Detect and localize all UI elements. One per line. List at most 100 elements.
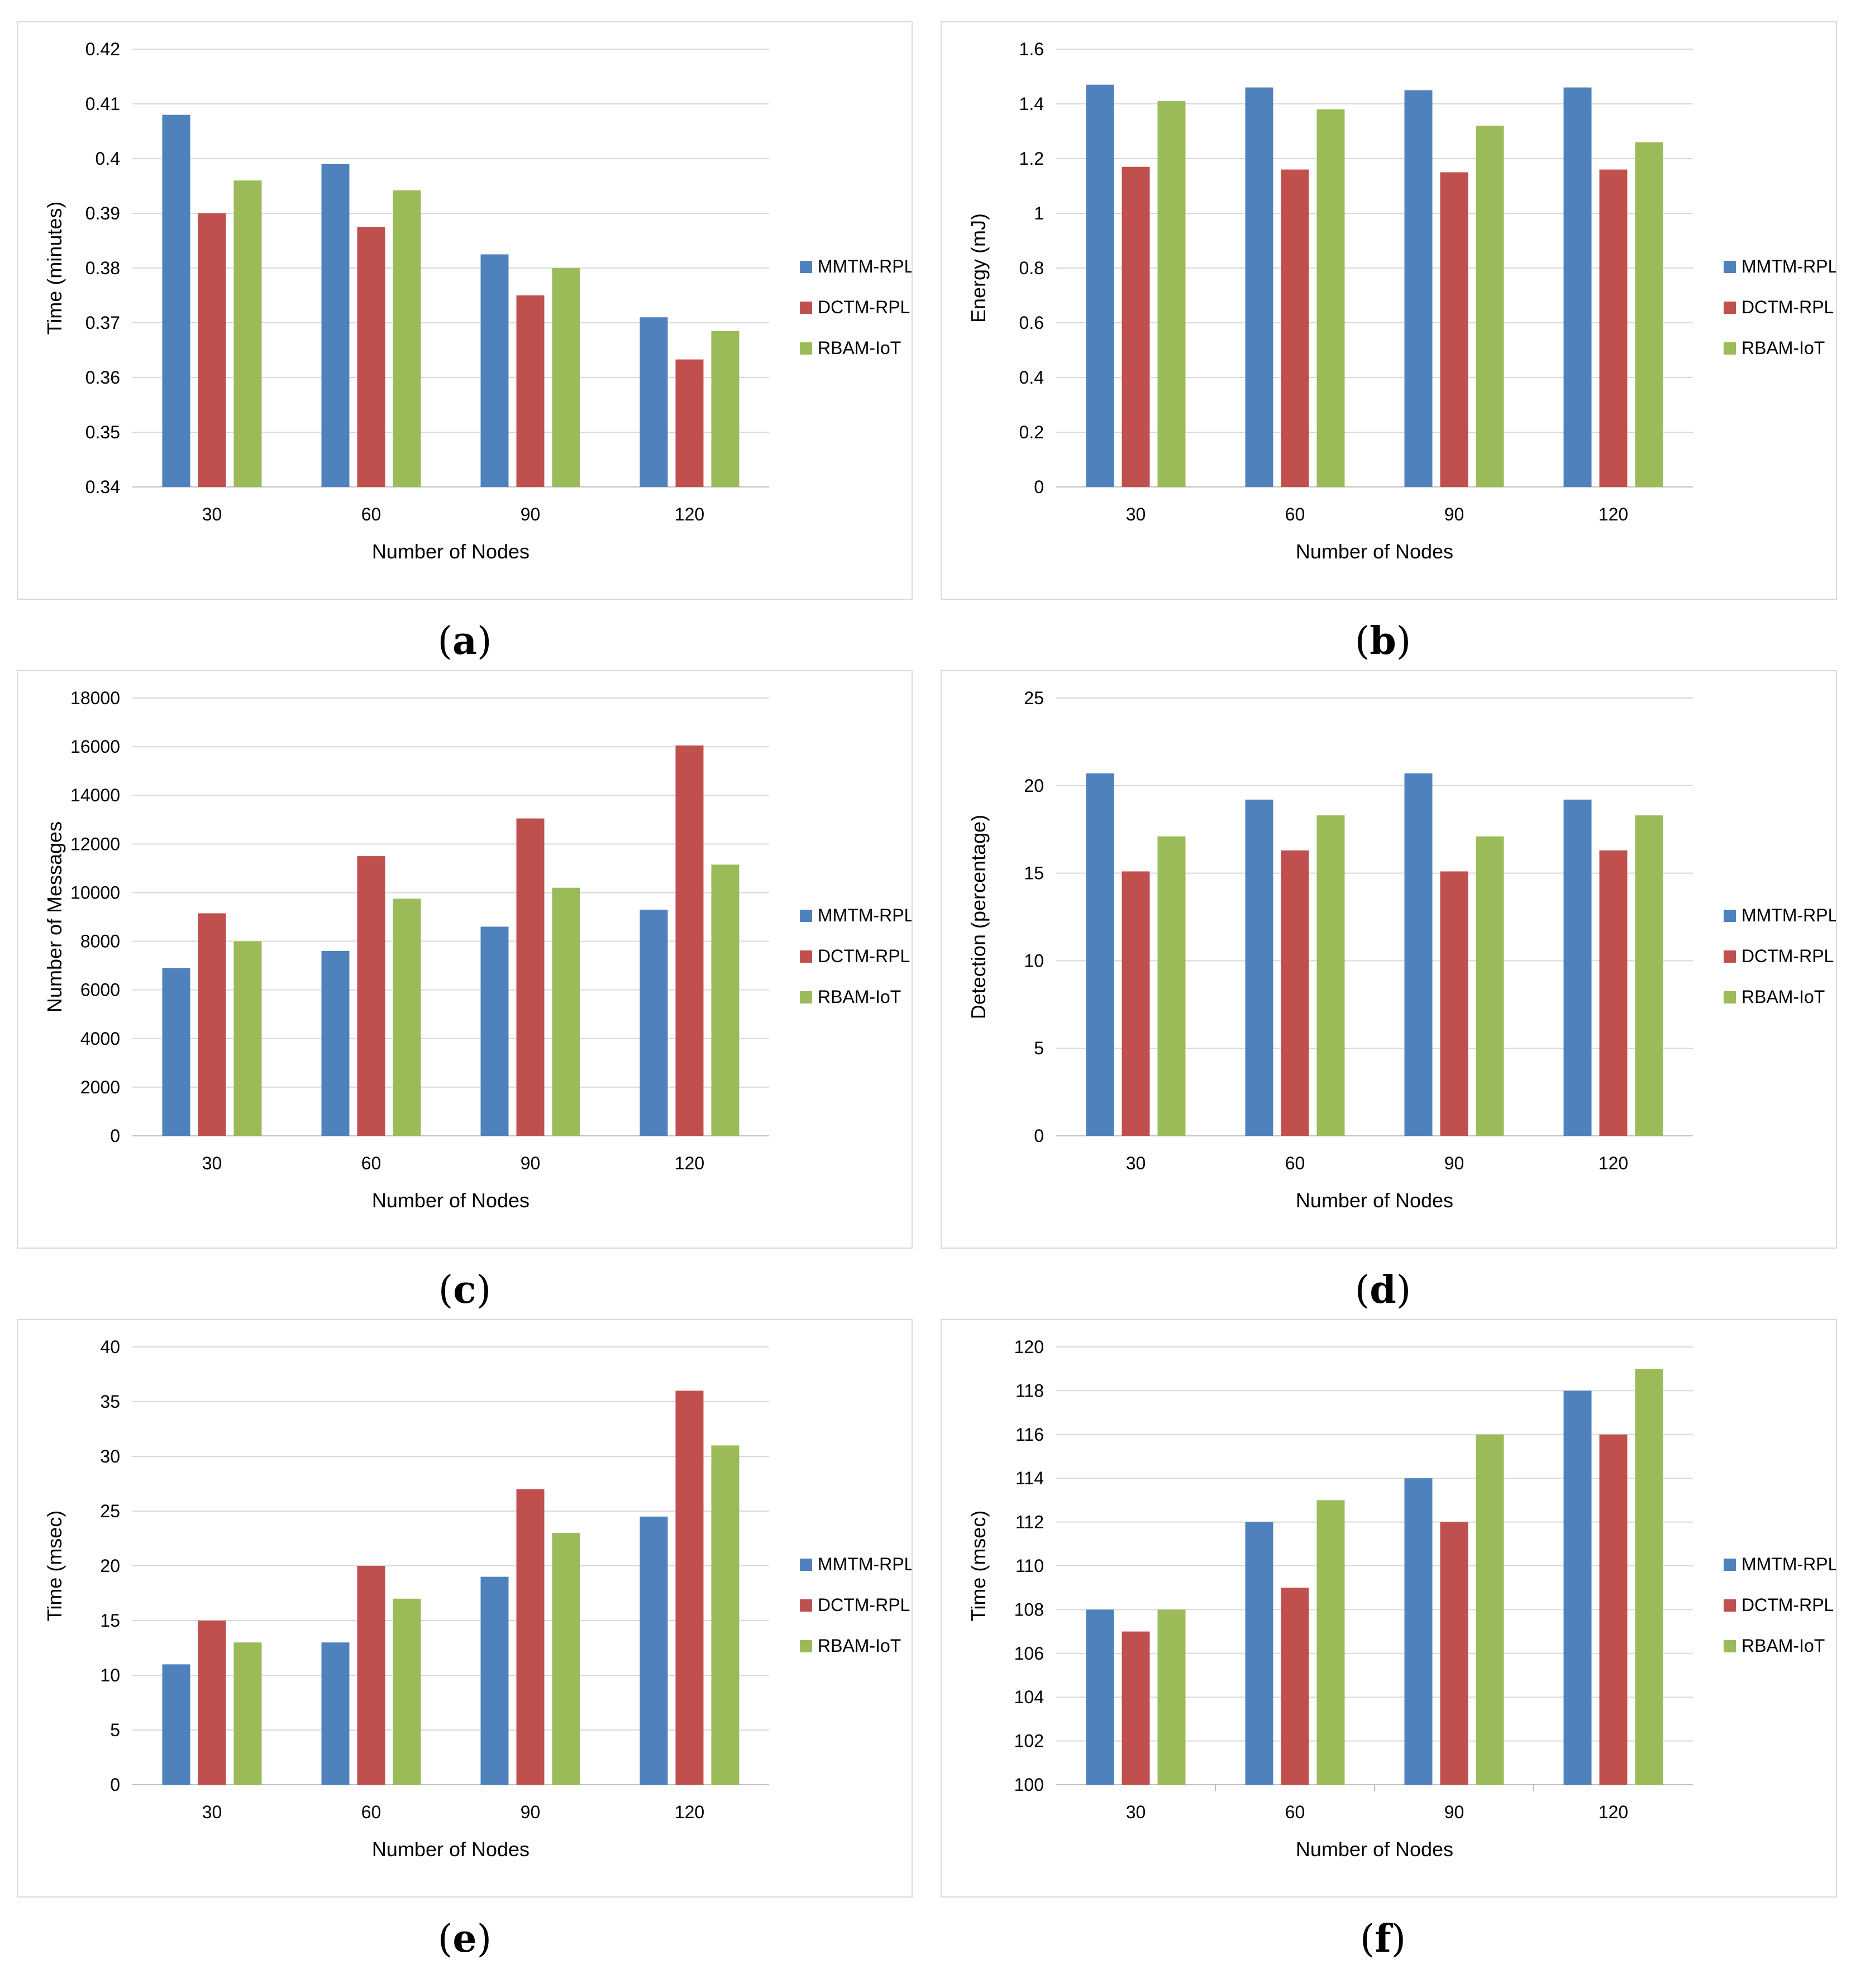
bar-dctm-rpl-30 <box>198 213 226 487</box>
x-tick-label: 120 <box>1599 1802 1628 1822</box>
bar-dctm-rpl-90 <box>516 1489 545 1785</box>
y-tick-label: 30 <box>100 1446 120 1466</box>
legend-swatch-dctm-rpl <box>1724 950 1736 963</box>
bar-rbam-iot-90 <box>552 887 580 1136</box>
legend-swatch-rbam-iot <box>800 991 812 1003</box>
y-tick-label: 0.38 <box>85 258 120 278</box>
bar-dctm-rpl-60 <box>1281 169 1309 488</box>
y-tick-label: 40 <box>100 1337 120 1357</box>
bar-mmtm-rpl-120 <box>640 317 668 487</box>
y-axis-title: Time (msec) <box>43 1511 66 1622</box>
y-tick-label: 0.34 <box>85 477 120 497</box>
bar-mmtm-rpl-60 <box>1245 1522 1273 1785</box>
bar-dctm-rpl-30 <box>198 913 226 1136</box>
y-axis-title: Detection (percentage) <box>967 815 990 1019</box>
legend-swatch-mmtm-rpl <box>1724 1559 1736 1571</box>
legend-swatch-dctm-rpl <box>800 1599 812 1612</box>
x-tick-label: 90 <box>1444 1802 1464 1822</box>
legend-swatch-rbam-iot <box>1724 1640 1736 1652</box>
x-tick-label: 30 <box>1126 1802 1146 1822</box>
bar-mmtm-rpl-30 <box>1086 84 1114 487</box>
legend-label-rbam-iot: RBAM-IoT <box>1742 1636 1825 1656</box>
y-tick-label: 1.6 <box>1019 39 1044 59</box>
y-tick-label: 106 <box>1014 1643 1044 1664</box>
x-tick-label: 60 <box>361 1802 381 1822</box>
bar-rbam-iot-30 <box>233 941 262 1136</box>
y-tick-label: 15 <box>100 1611 120 1631</box>
y-tick-label: 25 <box>1024 688 1044 708</box>
y-axis-title: Time (msec) <box>967 1511 990 1622</box>
caption-letter-c: c <box>453 1268 476 1312</box>
y-tick-label: 14000 <box>70 785 120 805</box>
y-tick-label: 4000 <box>80 1029 120 1049</box>
bar-dctm-rpl-120 <box>1599 850 1628 1136</box>
legend-label-rbam-iot: RBAM-IoT <box>818 1636 901 1656</box>
legend-swatch-mmtm-rpl <box>800 1559 812 1571</box>
legend-swatch-rbam-iot <box>1724 342 1736 355</box>
legend-label-rbam-iot: RBAM-IoT <box>1742 987 1825 1007</box>
bar-mmtm-rpl-120 <box>1563 1390 1592 1785</box>
bar-rbam-iot-120 <box>1635 815 1663 1136</box>
x-axis-title: Number of Nodes <box>1296 1189 1453 1212</box>
x-tick-label: 60 <box>1285 1153 1305 1173</box>
bar-mmtm-rpl-30 <box>162 1664 190 1785</box>
y-tick-label: 0 <box>1034 477 1044 497</box>
y-tick-label: 0.39 <box>85 203 120 223</box>
bar-dctm-rpl-60 <box>357 856 385 1136</box>
bar-dctm-rpl-60 <box>357 227 385 487</box>
bar-dctm-rpl-60 <box>1281 1588 1309 1785</box>
y-tick-label: 10 <box>1024 950 1044 971</box>
bar-rbam-iot-90 <box>552 1533 580 1785</box>
bar-rbam-iot-60 <box>393 899 421 1136</box>
y-axis-title: Time (minutes) <box>43 202 66 335</box>
legend-label-dctm-rpl: DCTM-RPL <box>818 1595 910 1615</box>
y-tick-label: 5 <box>1034 1038 1044 1058</box>
legend-swatch-rbam-iot <box>1724 991 1736 1003</box>
legend-swatch-mmtm-rpl <box>800 261 812 273</box>
y-tick-label: 10000 <box>70 882 120 902</box>
y-tick-label: 120 <box>1014 1337 1044 1357</box>
legend-swatch-dctm-rpl <box>1724 1599 1736 1612</box>
bar-rbam-iot-90 <box>1476 126 1504 487</box>
caption-a: (a) <box>437 619 492 663</box>
x-tick-label: 90 <box>1444 1153 1464 1173</box>
bar-dctm-rpl-30 <box>1122 1631 1150 1785</box>
bar-mmtm-rpl-90 <box>480 926 509 1136</box>
chart-d-svg: 0 5 10 15 20 25 30 60 90 120 Number of Nodes Detect… <box>967 688 1836 1212</box>
legend-label-mmtm-rpl: MMTM-RPL <box>818 905 912 925</box>
caption-b: (b) <box>1354 619 1411 663</box>
x-tick-label: 30 <box>202 1153 222 1173</box>
caption-letter-e: e <box>452 1917 477 1961</box>
x-tick-label: 30 <box>1126 504 1146 524</box>
y-tick-label: 100 <box>1014 1775 1044 1795</box>
chart-panel-c: 0 2000 4000 6000 8000 10000 12000 14000 16000 180… <box>17 670 913 1249</box>
bar-mmtm-rpl-120 <box>1563 87 1592 488</box>
y-tick-label: 108 <box>1014 1599 1044 1619</box>
bar-dctm-rpl-90 <box>516 818 545 1136</box>
legend-label-dctm-rpl: DCTM-RPL <box>818 297 910 317</box>
y-tick-label: 5 <box>110 1720 120 1740</box>
bar-mmtm-rpl-60 <box>321 950 350 1136</box>
y-tick-label: 116 <box>1015 1425 1044 1445</box>
y-tick-label: 104 <box>1014 1687 1044 1707</box>
bar-dctm-rpl-90 <box>516 295 545 487</box>
x-tick-label: 30 <box>202 1802 222 1822</box>
legend-label-mmtm-rpl: MMTM-RPL <box>818 1554 912 1574</box>
chart-f-svg: 100 102 104 106 108 110 112 114 116 118 120 30 60 90 1… <box>967 1337 1836 1861</box>
chart-b-svg: 0 0.2 0.4 0.6 0.8 1 1.2 1.4 1.6 30 60 90 120 Number o… <box>967 39 1836 563</box>
bar-dctm-rpl-30 <box>198 1621 226 1785</box>
y-tick-label: 0.37 <box>85 313 120 333</box>
legend-label-mmtm-rpl: MMTM-RPL <box>1742 905 1836 925</box>
x-tick-label: 120 <box>675 504 704 524</box>
legend-label-rbam-iot: RBAM-IoT <box>1742 338 1825 358</box>
chart-panel-a: 0.34 0.35 0.36 0.37 0.38 0.39 0.4 0.41 0.42 30 60 9… <box>17 21 913 600</box>
bar-dctm-rpl-120 <box>675 1390 704 1785</box>
x-tick-label: 120 <box>1599 504 1628 524</box>
y-tick-label: 102 <box>1014 1731 1044 1751</box>
y-tick-label: 16000 <box>70 737 120 757</box>
legend-label-rbam-iot: RBAM-IoT <box>818 338 901 358</box>
y-tick-label: 35 <box>100 1392 120 1412</box>
bar-rbam-iot-120 <box>1635 1369 1663 1785</box>
bar-dctm-rpl-30 <box>1122 166 1150 487</box>
bar-mmtm-rpl-90 <box>1404 90 1433 487</box>
